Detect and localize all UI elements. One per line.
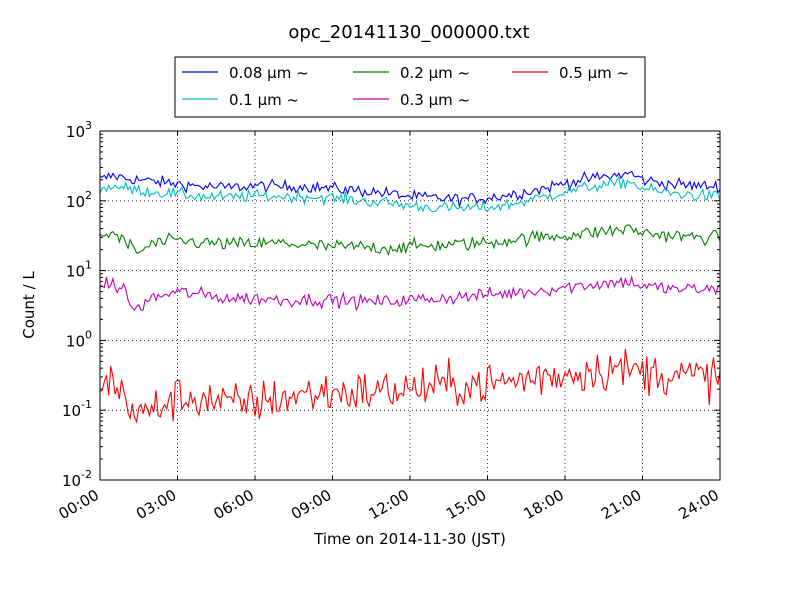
series-line-3 xyxy=(99,275,721,312)
x-tick-label: 09:00 xyxy=(288,486,334,523)
legend-frame xyxy=(174,56,646,118)
y-tick-label: 103 xyxy=(66,119,92,141)
x-tick-label: 18:00 xyxy=(521,486,567,523)
x-tick-label: 06:00 xyxy=(211,486,257,523)
y-tick-label: 102 xyxy=(66,189,92,211)
plot-frame xyxy=(99,130,721,481)
y-tick-label: 101 xyxy=(66,259,92,281)
legend-label-2: 0.2 μm ~ xyxy=(400,64,470,82)
x-tick-label: 21:00 xyxy=(598,486,644,523)
y-tick-label: 10-2 xyxy=(62,468,92,490)
y-tick-label: 100 xyxy=(66,328,92,350)
x-tick-label: 15:00 xyxy=(443,486,489,523)
legend-label-4: 0.5 μm ~ xyxy=(559,64,629,82)
y-tick-label: 10-1 xyxy=(62,398,92,420)
legend-label-1: 0.1 μm ~ xyxy=(229,91,299,109)
legend: 0.08 μm ~ 0.1 μm ~ 0.2 μm ~ 0.3 μm ~ 0.5 μm … xyxy=(174,56,646,118)
legend-label-3: 0.3 μm ~ xyxy=(400,91,470,109)
x-tick-label: 03:00 xyxy=(133,486,179,523)
x-tick-label: 00:00 xyxy=(56,486,102,523)
x-tick-label: 24:00 xyxy=(676,486,722,523)
legend-label-0: 0.08 μm ~ xyxy=(229,64,309,82)
series-line-4 xyxy=(99,348,721,424)
x-axis-label: Time on 2014-11-30 (JST) xyxy=(313,530,506,548)
ticks: 00:00 03:00 06:00 09:00 12:00 15:00 18:00 21:00… xyxy=(56,119,722,523)
chart-title: opc_20141130_000000.txt xyxy=(288,22,529,43)
grid xyxy=(100,131,720,480)
x-tick-label: 12:00 xyxy=(366,486,412,523)
series-layer xyxy=(99,170,721,424)
y-axis-label: Count / L xyxy=(20,271,38,339)
series-line-2 xyxy=(99,224,721,257)
series-line-0 xyxy=(99,170,721,207)
series-line-1 xyxy=(99,175,721,213)
